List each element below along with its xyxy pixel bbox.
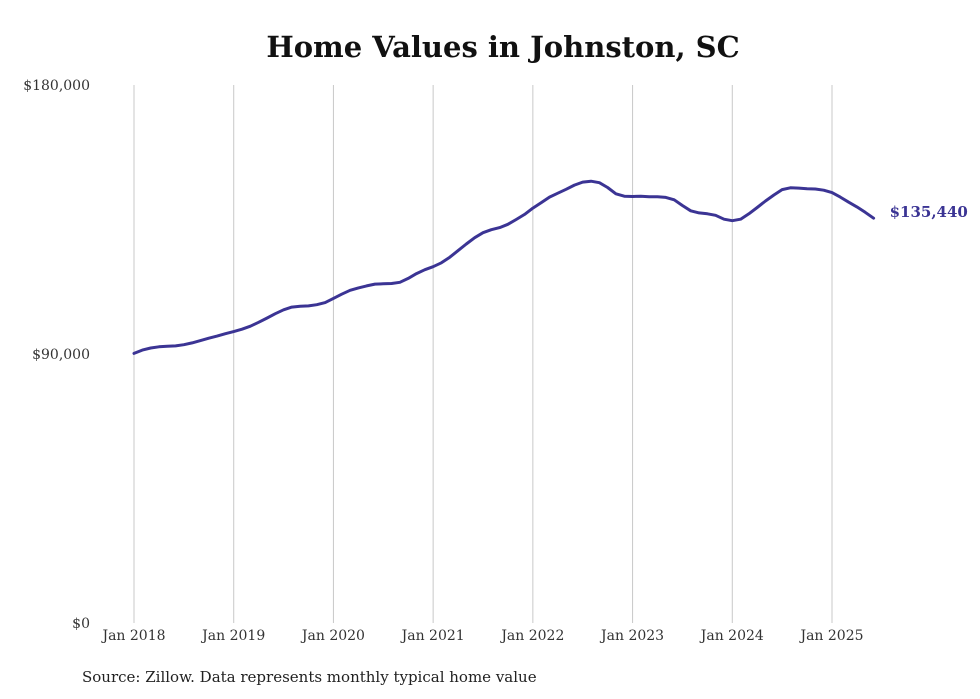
series-line (132, 179, 876, 355)
y-tick-label: $0 (72, 616, 90, 632)
x-tick-label: Jan 2022 (499, 628, 564, 644)
chart-title: Home Values in Johnston, SC (266, 30, 740, 64)
y-axis-ticks: $0 $90,000 $180,000 (23, 78, 90, 632)
x-tick-label: Jan 2025 (798, 628, 863, 644)
end-value-label: $135,440 (890, 203, 968, 221)
x-tick-label: Jan 2018 (100, 628, 165, 644)
x-tick-label: Jan 2019 (200, 628, 265, 644)
x-tick-label: Jan 2021 (400, 628, 465, 644)
line-chart: $0$90,000$180,000 Jan 2018 Jan 2019 Jan 20… (23, 78, 968, 644)
y-tick-label: $180,000 (23, 78, 90, 94)
source-note: Source: Zillow. Data represents monthly … (82, 668, 537, 686)
x-tick-label: Jan 2020 (300, 628, 365, 644)
x-tick-label: Jan 2023 (599, 628, 664, 644)
y-tick-label: $90,000 (32, 347, 90, 363)
x-axis-ticks: Jan 2018 Jan 2019 Jan 2020 Jan 2021 Jan 2022… (100, 628, 863, 644)
x-tick-label: Jan 2024 (699, 628, 764, 644)
gridlines (133, 85, 833, 623)
